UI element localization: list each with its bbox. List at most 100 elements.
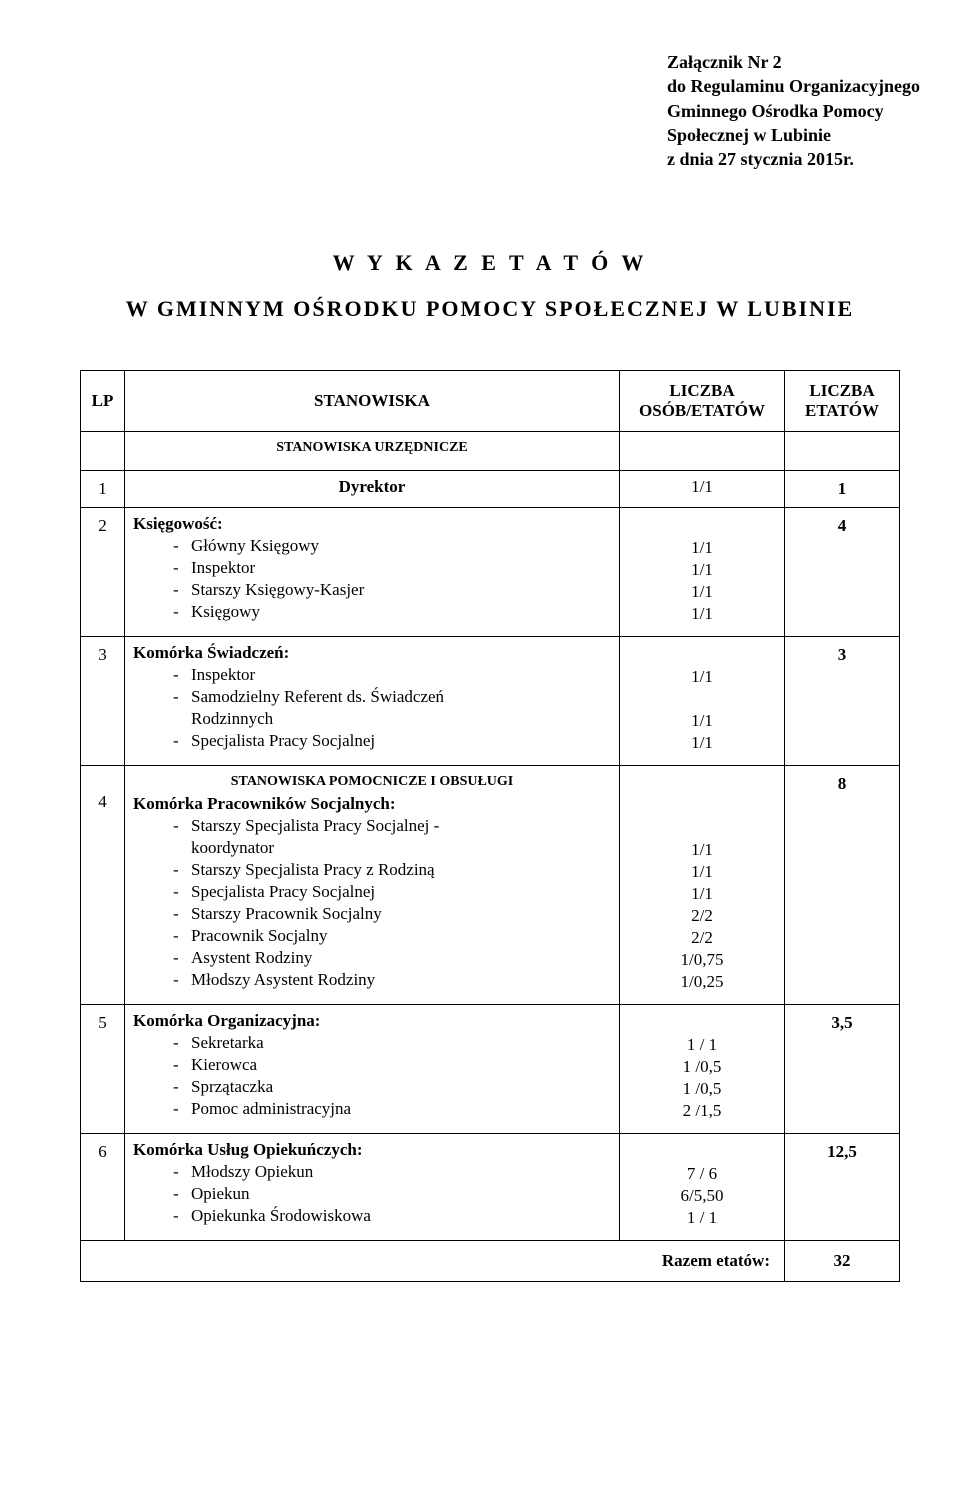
list-item: -Kierowca <box>133 1055 611 1075</box>
value-list: 1/1 1/1 1/1 <box>624 645 780 753</box>
value-list: 1/1 1/1 1/1 2/2 2/2 1/0,75 1/0,25 <box>624 774 780 992</box>
item-text: Pracownik Socjalny <box>191 926 611 946</box>
header-line: Gminnego Ośrodka Pomocy <box>667 99 920 123</box>
attachment-header: Załącznik Nr 2 do Regulaminu Organizacyj… <box>667 50 920 171</box>
position-cell: Komórka Organizacyjna: -Sekretarka -Kier… <box>125 1005 620 1134</box>
list-item: -Młodszy Asystent Rodziny <box>133 970 611 990</box>
lp-cell: 1 <box>81 471 125 508</box>
value-list: 7 / 6 6/5,50 1 / 1 <box>624 1142 780 1228</box>
dash-icon: - <box>173 580 191 600</box>
position-cell: Komórka Świadczeń: -Inspektor -Samodziel… <box>125 637 620 766</box>
group-title: Komórka Organizacyjna: <box>133 1011 611 1031</box>
item-text: Kierowca <box>191 1055 611 1075</box>
list-item: -Specjalista Pracy Socjalnej <box>133 731 611 751</box>
value-line: 1 /0,5 <box>624 1057 780 1077</box>
value-line: 1/1 <box>624 884 780 904</box>
list-item: koordynator <box>133 838 611 858</box>
value-line: 1/1 <box>624 667 780 687</box>
header-line: Społecznej w Lubinie <box>667 123 920 147</box>
item-text: Inspektor <box>191 558 611 578</box>
page: Załącznik Nr 2 do Regulaminu Organizacyj… <box>0 0 960 1505</box>
dash-icon: - <box>173 1162 191 1182</box>
lp-cell: 6 <box>81 1134 125 1241</box>
dash-icon: - <box>173 1184 191 1204</box>
value-line: 1/1 <box>624 538 780 558</box>
lp-cell: 5 <box>81 1005 125 1134</box>
total-row: Razem etatów: 32 <box>81 1241 900 1282</box>
dash-icon: - <box>173 948 191 968</box>
empty-cell <box>785 432 900 471</box>
total-label: Razem etatów: <box>81 1241 785 1282</box>
item-text: Specjalista Pracy Socjalnej <box>191 882 611 902</box>
dash-icon: - <box>173 1055 191 1075</box>
empty-cell <box>620 432 785 471</box>
etats-cell: 12,5 <box>785 1134 900 1241</box>
value-line: 1/0,75 <box>624 950 780 970</box>
table-row: 1 Dyrektor 1/1 1 <box>81 471 900 508</box>
position-cell: Dyrektor <box>125 471 620 508</box>
value-line: 1 / 1 <box>624 1035 780 1055</box>
group-title: Komórka Usług Opiekuńczych: <box>133 1140 611 1160</box>
list-item: -Inspektor <box>133 558 611 578</box>
item-text: Młodszy Asystent Rodziny <box>191 970 611 990</box>
item-text: Starszy Specjalista Pracy Socjalnej - <box>191 816 611 836</box>
list-item: -Opiekun <box>133 1184 611 1204</box>
item-text: Opiekun <box>191 1184 611 1204</box>
value-line: 1/1 <box>624 604 780 624</box>
value-line: 2/2 <box>624 928 780 948</box>
value-list: 1 / 1 1 /0,5 1 /0,5 2 /1,5 <box>624 1013 780 1121</box>
empty-cell <box>81 432 125 471</box>
dash-icon: - <box>173 558 191 578</box>
table-row: 2 Księgowość: -Główny Księgowy -Inspekto… <box>81 508 900 637</box>
main-title: W Y K A Z E T A T Ó W <box>80 250 900 276</box>
col-positions: STANOWISKA <box>125 371 620 432</box>
list-item: -Starszy Specjalista Pracy z Rodziną <box>133 860 611 880</box>
item-text: Młodszy Opiekun <box>191 1162 611 1182</box>
item-text: Starszy Księgowy-Kasjer <box>191 580 611 600</box>
list-item: -Specjalista Pracy Socjalnej <box>133 882 611 902</box>
dash-icon: - <box>173 687 191 707</box>
item-text: Starszy Pracownik Socjalny <box>191 904 611 924</box>
item-text: Rodzinnych <box>191 709 611 729</box>
value-line: 7 / 6 <box>624 1164 780 1184</box>
value-list: 1/1 1/1 1/1 1/1 <box>624 516 780 624</box>
list-item: -Pomoc administracyjna <box>133 1099 611 1119</box>
section-label-urzednicze: STANOWISKA URZĘDNICZE <box>133 438 611 460</box>
item-text: Pomoc administracyjna <box>191 1099 611 1119</box>
etats-cell: 8 <box>785 766 900 1005</box>
list-item: -Starszy Specjalista Pracy Socjalnej - <box>133 816 611 836</box>
lp-cell: 4 <box>81 766 125 1005</box>
list-item: -Sprzątaczka <box>133 1077 611 1097</box>
persons-cell: 1/1 <box>620 471 785 508</box>
value-line: 2 /1,5 <box>624 1101 780 1121</box>
col-lp: LP <box>81 371 125 432</box>
item-text: Księgowy <box>191 602 611 622</box>
table-row: 4 STANOWISKA POMOCNICZE I OBSUŁUGI Komór… <box>81 766 900 1005</box>
persons-cell: 7 / 6 6/5,50 1 / 1 <box>620 1134 785 1241</box>
list-item: -Inspektor <box>133 665 611 685</box>
value-line: 1 / 1 <box>624 1208 780 1228</box>
dash-icon: - <box>173 665 191 685</box>
value-line: 1/1 <box>624 582 780 602</box>
table-row: 5 Komórka Organizacyjna: -Sekretarka -Ki… <box>81 1005 900 1134</box>
section-row-urzednicze: STANOWISKA URZĘDNICZE <box>81 432 900 471</box>
group-title: Komórka Pracowników Socjalnych: <box>133 794 611 814</box>
dash-icon: - <box>173 602 191 622</box>
list-item: -Opiekunka Środowiskowa <box>133 1206 611 1226</box>
dash-icon: - <box>173 536 191 556</box>
list-item: -Asystent Rodziny <box>133 948 611 968</box>
table-row: 6 Komórka Usług Opiekuńczych: -Młodszy O… <box>81 1134 900 1241</box>
list-item: -Sekretarka <box>133 1033 611 1053</box>
dash-icon: - <box>173 1099 191 1119</box>
lp-cell: 3 <box>81 637 125 766</box>
dash-icon: - <box>173 926 191 946</box>
item-text: Specjalista Pracy Socjalnej <box>191 731 611 751</box>
dash-icon: - <box>173 816 191 836</box>
col-etats: LICZBA ETATÓW <box>785 371 900 432</box>
list-item: -Starszy Pracownik Socjalny <box>133 904 611 924</box>
dash-icon: - <box>173 731 191 751</box>
list-item: Rodzinnych <box>133 709 611 729</box>
persons-cell: 1 / 1 1 /0,5 1 /0,5 2 /1,5 <box>620 1005 785 1134</box>
table-row: 3 Komórka Świadczeń: -Inspektor -Samodzi… <box>81 637 900 766</box>
list-item: -Starszy Księgowy-Kasjer <box>133 580 611 600</box>
